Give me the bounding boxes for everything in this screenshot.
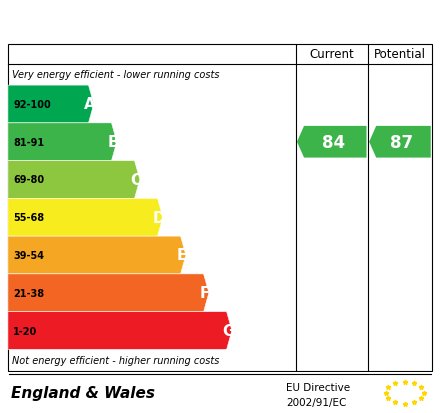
- Text: A: A: [84, 97, 96, 112]
- Text: 21-38: 21-38: [13, 288, 44, 298]
- Text: 81-91: 81-91: [13, 138, 44, 147]
- Text: 1-20: 1-20: [13, 326, 37, 336]
- Text: England & Wales: England & Wales: [11, 385, 155, 400]
- Text: 84: 84: [322, 133, 345, 152]
- Text: Very energy efficient - lower running costs: Very energy efficient - lower running co…: [12, 70, 220, 80]
- Text: Not energy efficient - higher running costs: Not energy efficient - higher running co…: [12, 355, 220, 365]
- Text: Current: Current: [309, 48, 354, 61]
- Text: B: B: [107, 135, 119, 150]
- Text: 2002/91/EC: 2002/91/EC: [286, 396, 346, 407]
- Text: Energy Efficiency Rating: Energy Efficiency Rating: [11, 13, 307, 33]
- Polygon shape: [8, 86, 94, 123]
- Text: 87: 87: [390, 133, 413, 152]
- Text: EU Directive: EU Directive: [286, 382, 350, 392]
- Text: 92-100: 92-100: [13, 100, 51, 110]
- Text: 39-54: 39-54: [13, 250, 44, 260]
- Polygon shape: [8, 199, 163, 237]
- Text: 55-68: 55-68: [13, 213, 44, 223]
- Polygon shape: [8, 161, 140, 199]
- Text: F: F: [200, 285, 210, 301]
- Polygon shape: [297, 126, 367, 158]
- Text: E: E: [177, 248, 187, 263]
- Polygon shape: [8, 312, 232, 349]
- Polygon shape: [369, 126, 431, 158]
- Polygon shape: [8, 274, 209, 312]
- Text: D: D: [153, 210, 165, 225]
- Text: 69-80: 69-80: [13, 175, 44, 185]
- Polygon shape: [8, 237, 186, 274]
- Text: Potential: Potential: [374, 48, 426, 61]
- Text: C: C: [131, 173, 142, 188]
- Polygon shape: [8, 123, 117, 161]
- Text: G: G: [222, 323, 235, 338]
